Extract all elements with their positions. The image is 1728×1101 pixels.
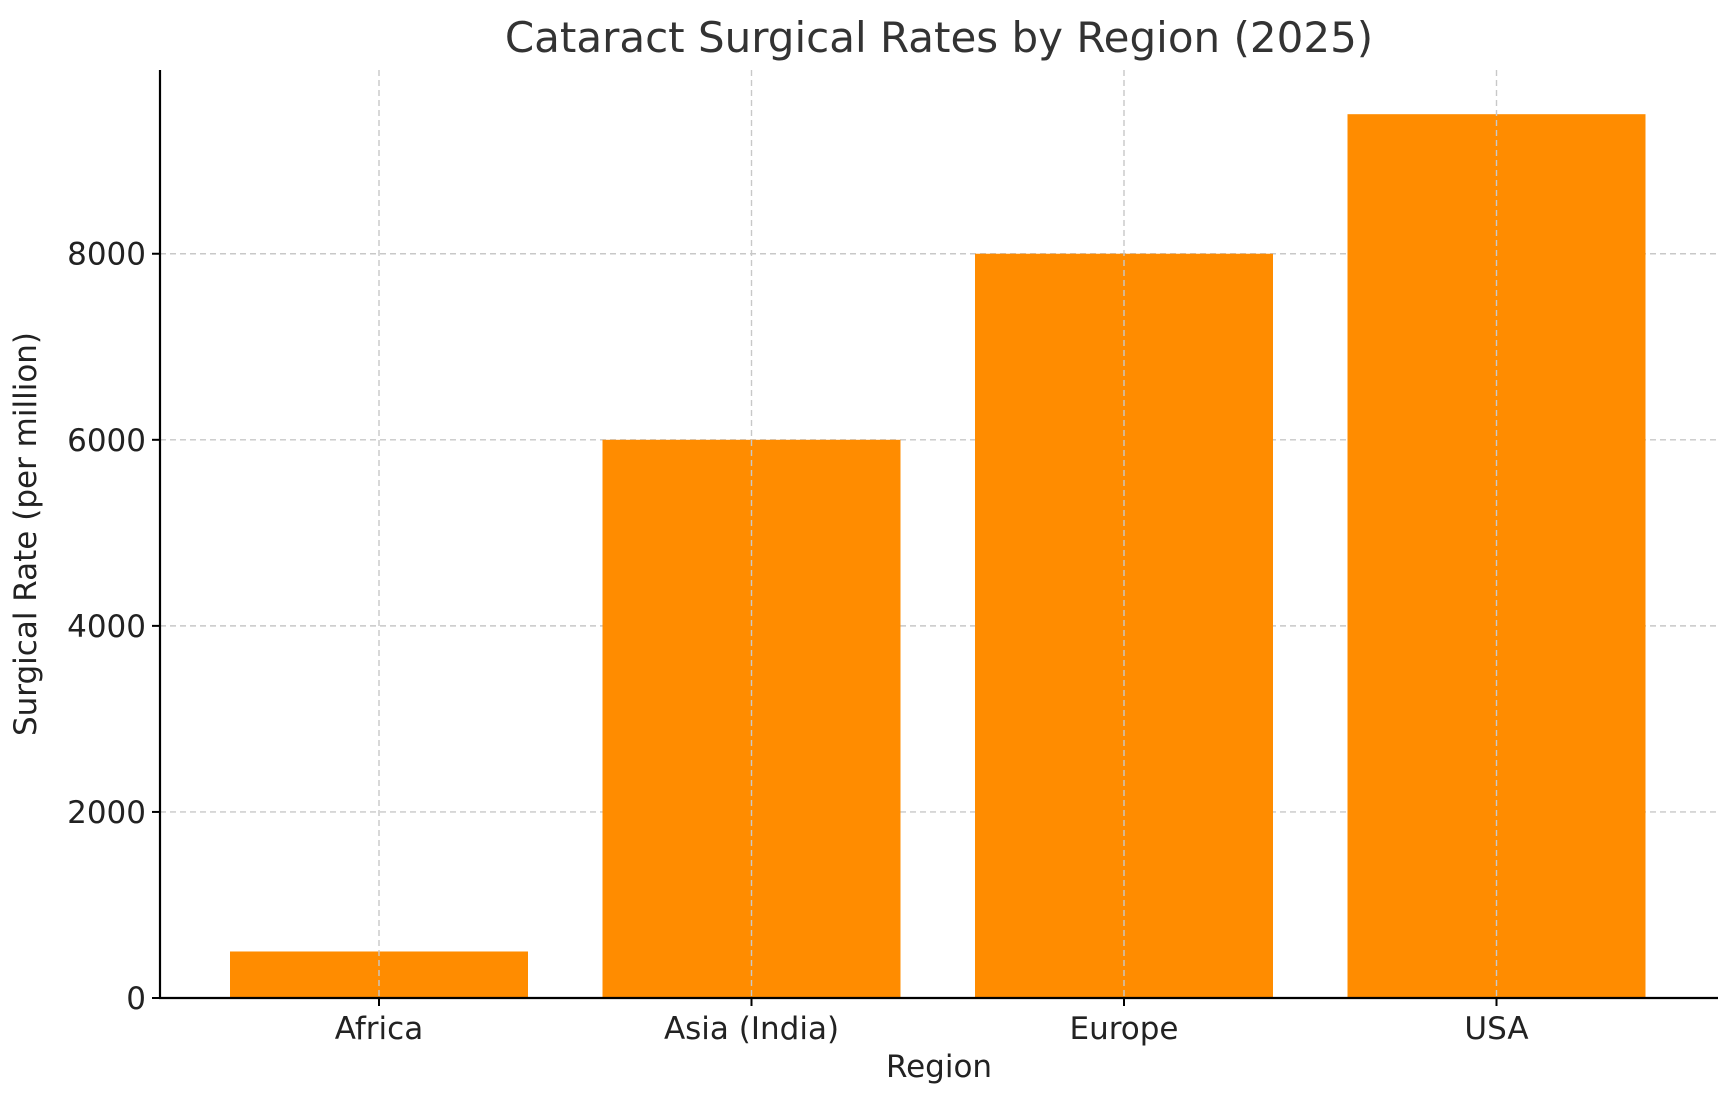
x-axis-label: Region [886, 1049, 992, 1085]
x-tick-label: USA [1464, 1011, 1528, 1047]
y-tick-label: 4000 [67, 609, 146, 645]
axes [158, 70, 1718, 1000]
x-tick-label: Africa [335, 1011, 423, 1047]
chart-title: Cataract Surgical Rates by Region (2025) [505, 13, 1373, 62]
x-tick-label: Asia (India) [664, 1011, 839, 1047]
y-tick-label: 2000 [67, 795, 146, 831]
y-tick-label: 6000 [67, 423, 146, 459]
y-tick-label: 0 [126, 981, 146, 1017]
ticks: 0 2000 4000 6000 8000 Africa Asia (India) Europ… [67, 237, 1528, 1047]
y-tick-label: 8000 [67, 237, 146, 273]
vertical-grid [378, 70, 1498, 998]
x-tick-label: Europe [1069, 1011, 1178, 1047]
y-axis-label: Surgical Rate (per million) [8, 332, 44, 736]
